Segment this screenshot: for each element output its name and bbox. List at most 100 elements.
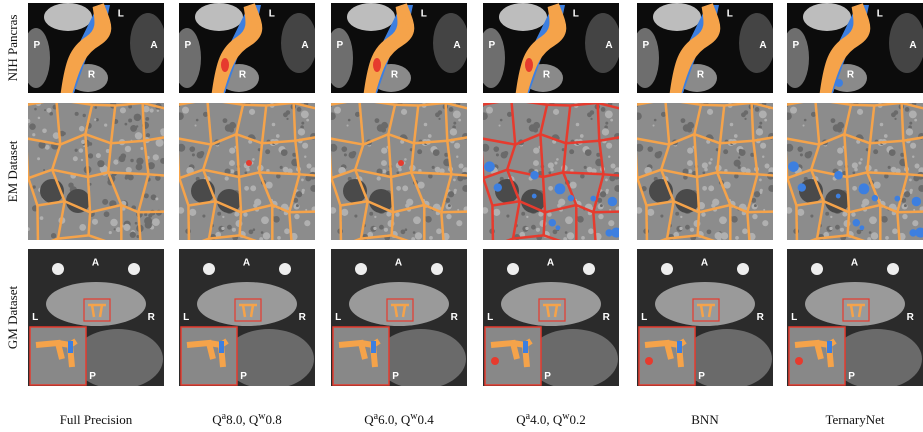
texture xyxy=(480,112,488,120)
texture xyxy=(88,153,93,158)
texture xyxy=(382,169,386,173)
texture xyxy=(905,107,910,112)
texture xyxy=(453,179,456,182)
bright-spot xyxy=(887,263,899,275)
boundary xyxy=(646,205,647,246)
texture xyxy=(232,228,236,232)
texture xyxy=(135,132,142,139)
boundary xyxy=(698,212,699,235)
texture xyxy=(829,227,832,230)
texture xyxy=(874,182,881,189)
texture xyxy=(120,107,126,113)
texture xyxy=(611,164,616,169)
texture xyxy=(500,119,503,122)
segment-blue xyxy=(788,161,799,172)
texture xyxy=(498,124,500,126)
texture xyxy=(189,209,196,216)
segment-blue xyxy=(556,225,561,230)
texture xyxy=(83,114,86,117)
boundary xyxy=(165,176,177,212)
texture xyxy=(384,228,388,232)
texture xyxy=(881,216,888,223)
texture xyxy=(273,216,280,223)
texture xyxy=(804,119,807,122)
boundary xyxy=(785,138,787,178)
orientation-marker: A xyxy=(395,257,402,268)
texture xyxy=(852,186,857,191)
orientation-marker: P xyxy=(33,40,40,51)
orientation-marker: A xyxy=(851,257,858,268)
label-part: Full Precision xyxy=(60,412,133,427)
texture xyxy=(654,119,657,122)
texture xyxy=(711,203,715,207)
texture xyxy=(244,171,247,174)
texture xyxy=(768,185,775,192)
texture xyxy=(873,149,878,154)
texture xyxy=(456,156,458,158)
orientation-marker: R xyxy=(603,312,611,323)
texture xyxy=(281,149,288,156)
texture xyxy=(454,189,457,192)
texture xyxy=(225,124,232,131)
texture xyxy=(708,185,714,191)
texture xyxy=(225,176,229,180)
texture xyxy=(614,185,621,192)
texture xyxy=(759,122,762,125)
boundary xyxy=(774,176,786,212)
texture xyxy=(756,128,763,135)
orientation-marker: R xyxy=(451,312,459,323)
segment-red xyxy=(795,357,803,365)
texture xyxy=(862,137,864,139)
texture xyxy=(563,237,567,241)
column-label: Qa8.0, Qw0.8 xyxy=(212,411,281,427)
texture xyxy=(286,118,288,120)
texture xyxy=(707,229,712,234)
texture xyxy=(182,107,189,114)
texture xyxy=(462,185,469,192)
texture xyxy=(493,146,499,152)
image-cell xyxy=(327,100,480,248)
texture xyxy=(486,107,493,114)
boundary xyxy=(603,174,620,175)
texture xyxy=(605,110,613,118)
texture xyxy=(581,236,585,240)
inset xyxy=(485,327,541,385)
texture xyxy=(719,216,727,224)
bright-spot xyxy=(203,263,215,275)
boundary xyxy=(243,105,266,106)
segment-blue xyxy=(836,194,841,199)
boundary xyxy=(188,205,189,246)
image-cell xyxy=(787,249,923,389)
label-part: 8.0, Q xyxy=(226,412,259,427)
texture xyxy=(113,159,118,164)
texture xyxy=(735,236,739,240)
orientation-marker: L xyxy=(32,312,38,323)
boundary xyxy=(318,109,322,136)
texture xyxy=(453,110,461,118)
texture xyxy=(148,214,152,218)
texture xyxy=(249,109,255,115)
organ xyxy=(477,28,505,88)
texture xyxy=(310,185,317,192)
image-cell xyxy=(24,100,177,248)
texture xyxy=(605,122,608,125)
texture xyxy=(760,189,763,192)
texture xyxy=(344,153,347,156)
texture xyxy=(433,149,440,156)
texture xyxy=(51,233,56,238)
texture xyxy=(797,209,804,216)
texture xyxy=(177,144,185,152)
texture xyxy=(570,182,577,189)
texture xyxy=(413,216,421,224)
texture xyxy=(884,134,888,138)
bright-spot xyxy=(128,263,140,275)
boundary xyxy=(395,105,418,106)
boundary xyxy=(851,105,874,106)
inset xyxy=(181,327,237,385)
orientation-marker: R xyxy=(88,70,96,81)
texture xyxy=(784,112,792,120)
texture xyxy=(396,171,399,174)
texture xyxy=(109,231,112,234)
boundary xyxy=(468,176,480,212)
texture xyxy=(92,219,98,225)
